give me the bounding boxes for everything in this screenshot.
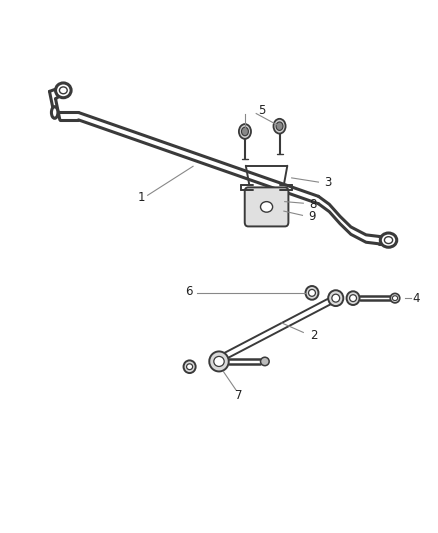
Ellipse shape: [328, 290, 343, 306]
FancyBboxPatch shape: [245, 188, 288, 227]
Ellipse shape: [332, 294, 339, 302]
Ellipse shape: [261, 357, 269, 366]
Ellipse shape: [60, 87, 67, 94]
Ellipse shape: [350, 295, 357, 302]
Ellipse shape: [390, 293, 400, 303]
Ellipse shape: [209, 351, 229, 372]
Ellipse shape: [305, 286, 318, 300]
Ellipse shape: [214, 357, 224, 367]
Ellipse shape: [273, 119, 286, 134]
Text: 3: 3: [324, 175, 332, 189]
Ellipse shape: [56, 83, 71, 98]
Ellipse shape: [187, 364, 193, 369]
Ellipse shape: [308, 289, 315, 296]
Ellipse shape: [385, 237, 392, 244]
Ellipse shape: [276, 122, 283, 131]
Ellipse shape: [239, 124, 251, 139]
Text: 1: 1: [138, 191, 145, 205]
Ellipse shape: [380, 233, 397, 247]
Ellipse shape: [261, 201, 272, 212]
Ellipse shape: [346, 292, 360, 305]
Ellipse shape: [241, 127, 248, 136]
Text: 5: 5: [258, 104, 266, 117]
Ellipse shape: [51, 107, 58, 118]
Text: 7: 7: [235, 389, 242, 402]
Text: 8: 8: [309, 198, 316, 211]
Ellipse shape: [392, 296, 398, 301]
Text: 9: 9: [308, 211, 316, 223]
Ellipse shape: [184, 360, 196, 373]
Text: 4: 4: [412, 292, 420, 305]
Text: 2: 2: [310, 328, 317, 342]
Text: 6: 6: [185, 285, 192, 298]
